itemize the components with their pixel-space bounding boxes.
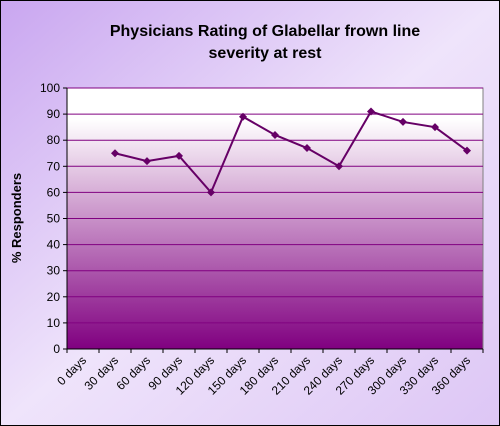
data-line [114, 110, 468, 195]
data-point [175, 151, 183, 160]
data-point [143, 157, 151, 166]
y-tick-label: 70 [47, 159, 61, 173]
data-point [335, 162, 343, 171]
data-point [463, 146, 471, 155]
data-point [367, 107, 375, 116]
data-point [431, 123, 439, 132]
y-tick-label: 60 [47, 185, 61, 199]
y-tick-label: 50 [47, 212, 61, 226]
data-point [207, 188, 215, 197]
y-tick-label: 30 [47, 264, 61, 278]
y-axis-title: % Responders [9, 173, 24, 263]
y-tick-label: 80 [47, 133, 61, 147]
y-tick-label: 20 [47, 290, 61, 304]
data-point [111, 149, 119, 158]
data-point [239, 112, 247, 121]
chart-title: severity at rest [209, 45, 323, 62]
chart-title: Physicians Rating of Glabellar frown lin… [110, 23, 420, 40]
data-point [303, 144, 311, 153]
y-tick-label: 100 [40, 81, 60, 95]
y-tick-label: 10 [47, 316, 61, 330]
data-point [399, 117, 407, 126]
y-tick-label: 0 [53, 342, 60, 356]
y-tick-label: 40 [47, 238, 61, 252]
data-point [271, 130, 279, 139]
y-tick-label: 90 [47, 107, 61, 121]
